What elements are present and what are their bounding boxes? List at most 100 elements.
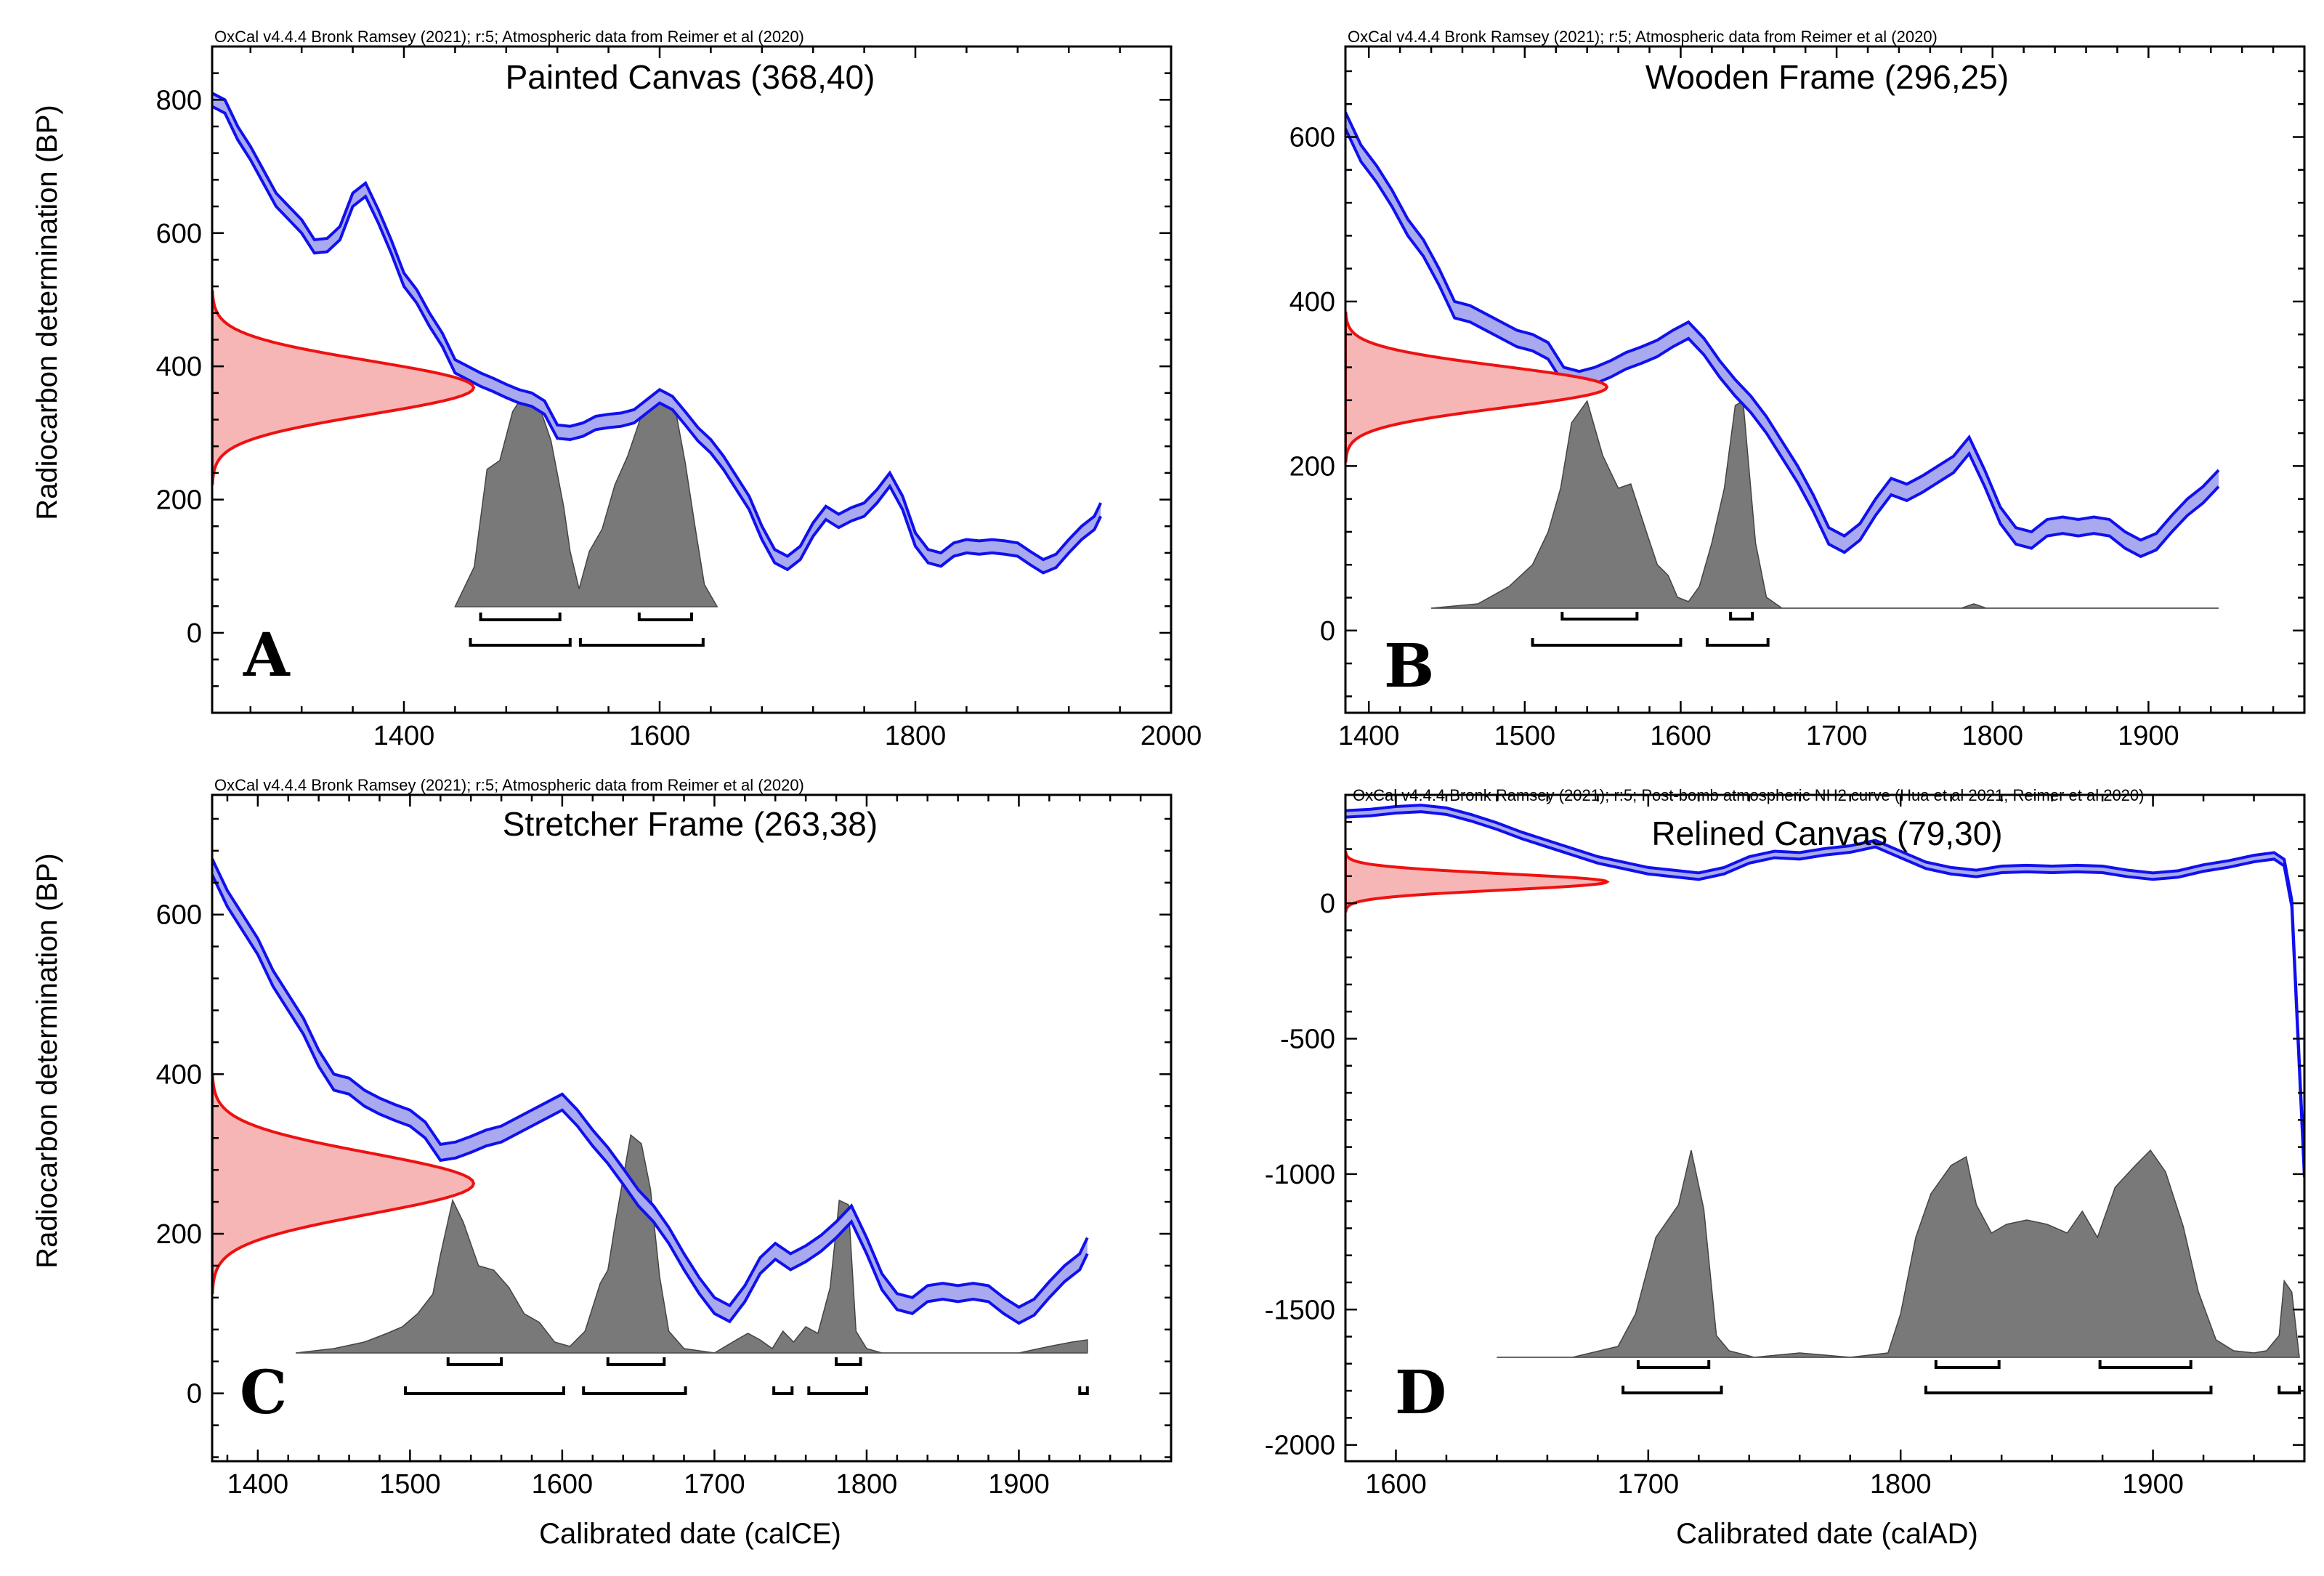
range-68-bracket (637, 613, 693, 621)
x-tick-label: 1400 (227, 1469, 289, 1500)
y-tick-label: 600 (1289, 123, 1335, 153)
y-tick-label: -1500 (1265, 1295, 1335, 1325)
radiocarbon-measurement (1345, 311, 1609, 463)
range-95-bracket (1705, 638, 1770, 647)
calibration-curve-lower (212, 873, 1089, 1325)
panel-title: Relined Canvas (79,30) (1651, 815, 2002, 852)
radiocarbon-measurement (212, 1072, 476, 1295)
x-tick-label: 1900 (988, 1469, 1050, 1500)
range-95-bracket (1924, 1386, 2213, 1394)
y-tick-label: 200 (156, 1219, 202, 1250)
posterior-distribution (1497, 1149, 2300, 1358)
panel-letter: D (1395, 1358, 1446, 1428)
oxcal-credit: OxCal v4.4.4 Bronk Ramsey (2021); r:5; A… (214, 776, 804, 794)
y-tick-label: -1000 (1265, 1160, 1335, 1190)
x-tick-label: 1800 (1870, 1469, 1932, 1500)
range-95-bracket (2278, 1386, 2301, 1394)
range-95-bracket (1621, 1386, 1723, 1394)
x-tick-label: 1700 (684, 1469, 745, 1500)
y-tick-label: 0 (187, 1379, 202, 1410)
range-68-bracket (1729, 612, 1754, 621)
calibration-curve-lower (1345, 128, 2220, 559)
x-tick-label: 1800 (885, 721, 947, 751)
y-axis-title-top: Radiocarbon determination (BP) (31, 105, 63, 520)
y-tick-label: 0 (1320, 889, 1335, 919)
calibration-curve-lower (212, 105, 1103, 575)
x-tick-label: 1400 (373, 721, 435, 751)
y-tick-label: 400 (156, 1059, 202, 1090)
panel-c: 1400 1500 1600 1700 1800 1900 0 200 400 600 OxCal … (156, 776, 1173, 1500)
range-68-bracket (606, 1357, 666, 1366)
y-tick-label: 0 (1320, 616, 1335, 647)
y-tick-label: 200 (156, 485, 202, 516)
panel-title: Stretcher Frame (263,38) (503, 805, 878, 843)
range-95-bracket (578, 638, 705, 647)
x-tick-label: 1900 (2118, 721, 2179, 751)
y-tick-label: 0 (187, 618, 202, 649)
range-68-bracket (2098, 1360, 2193, 1369)
panel-title: Painted Canvas (368,40) (506, 58, 875, 96)
x-tick-label: 2000 (1141, 721, 1202, 751)
y-tick-label: 400 (156, 352, 202, 382)
x-tick-label: 1700 (1806, 721, 1868, 751)
range-68-bracket (1636, 1360, 1711, 1369)
calibration-curve-upper (212, 92, 1103, 562)
panel-d: 1600 1700 1800 1900 0 -500 -1000 -1500 -2000 OxCa… (1265, 786, 2306, 1500)
y-tick-label: 600 (156, 219, 202, 249)
x-tick-label: 1600 (532, 1469, 594, 1500)
calibration-curve-lower (1345, 810, 2304, 1178)
posterior-distribution (1430, 400, 2219, 609)
panel-letter: B (1384, 631, 1434, 701)
panel-a: 1400 1600 1800 2000 0 200 400 600 800 OxCal v4.4.… (156, 28, 1202, 751)
range-68-bracket (1934, 1360, 2001, 1369)
range-95-bracket (772, 1386, 794, 1395)
plot-frame (1344, 793, 2306, 1463)
y-tick-label: 800 (156, 85, 202, 116)
y-axis-title-bottom: Radiocarbon determination (BP) (31, 853, 63, 1268)
x-axis-title-right: Calibrated date (calAD) (1676, 1518, 1978, 1550)
range-95-bracket (469, 638, 572, 647)
plot-area (1345, 804, 2304, 1358)
posterior-distribution (296, 1133, 1088, 1354)
range-95-bracket (1531, 638, 1683, 647)
x-tick-label: 1900 (2122, 1469, 2184, 1500)
oxcal-credit: OxCal v4.4.4 Bronk Ramsey (2021); r:5; A… (214, 28, 804, 46)
calibration-curve-band (1345, 805, 2304, 1178)
range-68-bracket (446, 1357, 503, 1366)
y-tick-label: 400 (1289, 287, 1335, 318)
oxcal-credit: OxCal v4.4.4 Bronk Ramsey (2021); r:5; A… (1348, 28, 1938, 46)
panel-title: Wooden Frame (296,25) (1645, 58, 2009, 96)
plot-frame (211, 45, 1173, 714)
x-axis-title-left: Calibrated date (calCE) (539, 1518, 841, 1550)
y-tick-label: 200 (1289, 451, 1335, 482)
plot-area (212, 857, 1089, 1354)
x-tick-label: 1500 (1494, 721, 1556, 751)
x-tick-label: 1700 (1618, 1469, 1680, 1500)
plot-area (212, 92, 1103, 607)
calibration-curve-upper (212, 857, 1089, 1309)
x-tick-label: 1400 (1338, 721, 1400, 751)
calibration-curve-band (1345, 112, 2219, 557)
plot-area (1345, 111, 2220, 609)
range-68-bracket (1560, 612, 1639, 621)
x-tick-label: 1600 (1650, 721, 1712, 751)
y-tick-label: -2000 (1265, 1431, 1335, 1461)
panel-letter: C (240, 1358, 287, 1428)
panel-letter: A (243, 621, 291, 690)
radiocarbon-measurement (1345, 851, 1610, 913)
calibration-curve-upper (1345, 111, 2220, 542)
plot-frame (211, 793, 1173, 1463)
x-tick-label: 1600 (1365, 1469, 1427, 1500)
range-68-bracket (479, 613, 562, 621)
oxcal-credit: OxCal v4.4.4 Bronk Ramsey (2021); r:5; P… (1353, 786, 2144, 804)
calibration-curve-upper (1345, 804, 2304, 1171)
range-95-bracket (807, 1386, 868, 1395)
range-95-bracket (1078, 1386, 1089, 1395)
y-tick-label: 600 (156, 900, 202, 931)
range-95-bracket (404, 1386, 565, 1395)
y-tick-label: -500 (1280, 1024, 1335, 1054)
x-tick-label: 1500 (379, 1469, 441, 1500)
radiocarbon-measurement (212, 290, 476, 485)
